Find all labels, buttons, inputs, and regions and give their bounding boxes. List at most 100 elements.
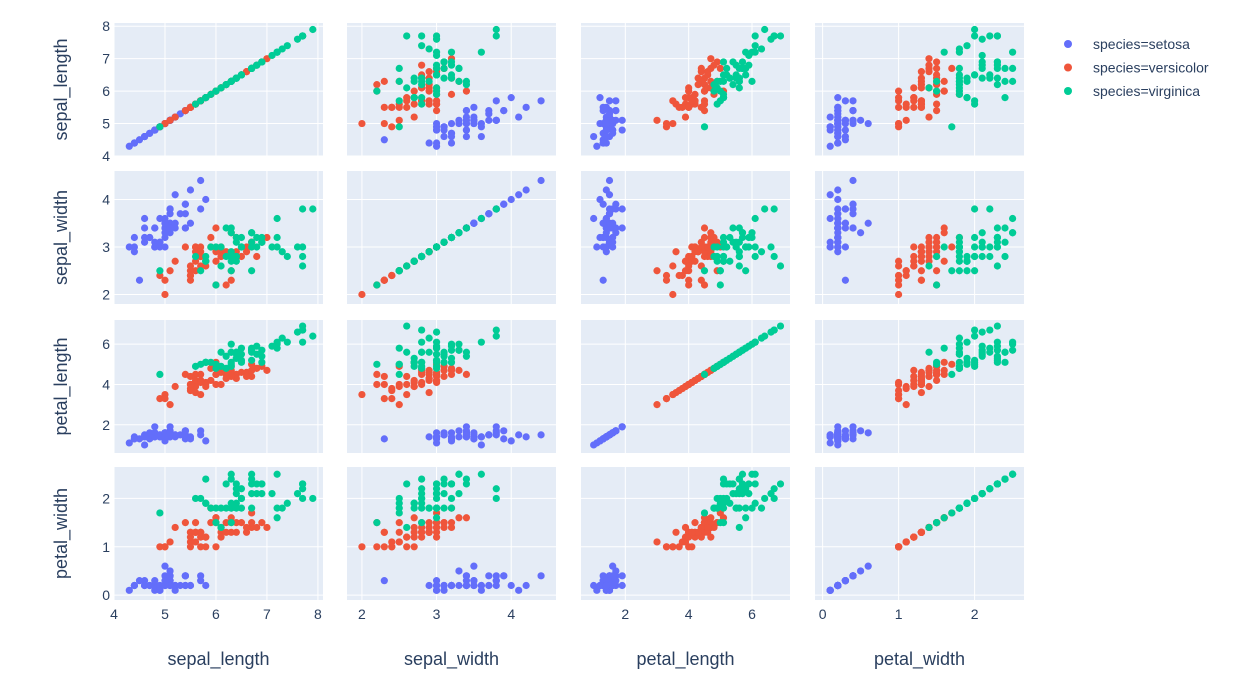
data-point [455, 346, 463, 354]
data-point [447, 48, 456, 56]
data-point [418, 348, 426, 356]
data-point [986, 348, 994, 356]
data-point [986, 252, 994, 261]
data-point [395, 97, 403, 105]
data-point [507, 581, 515, 590]
data-point [925, 262, 933, 270]
data-point [273, 243, 281, 251]
data-point [227, 499, 235, 507]
data-point [834, 132, 842, 141]
data-point [895, 290, 903, 299]
data-point [933, 519, 941, 527]
panel-sepal_width-vs-petal_width [815, 171, 1024, 304]
data-point [955, 74, 964, 82]
data-point [440, 58, 448, 66]
data-point [726, 257, 734, 265]
data-point [492, 32, 500, 40]
data-point [971, 252, 979, 261]
data-point [258, 519, 266, 527]
data-point [176, 431, 184, 439]
data-point [719, 90, 728, 98]
data-point [485, 572, 493, 580]
data-point [258, 58, 266, 66]
series-points-species-virginica [373, 205, 500, 289]
data-point [1001, 358, 1009, 366]
y-tick-label: 4 [102, 192, 110, 208]
data-point [258, 358, 266, 366]
data-point [358, 543, 366, 551]
data-point [492, 205, 500, 213]
data-point [662, 119, 671, 128]
data-point [455, 229, 463, 237]
data-point [447, 90, 456, 98]
data-point [672, 248, 680, 256]
data-point [232, 528, 240, 536]
data-point [735, 523, 743, 532]
data-point [217, 533, 225, 541]
data-point [146, 233, 154, 242]
x-tick-label: 4 [110, 606, 118, 622]
data-point [202, 475, 210, 483]
data-point [917, 252, 926, 261]
data-point [669, 119, 677, 128]
data-point [440, 431, 448, 439]
data-point [263, 523, 271, 532]
data-point [697, 276, 705, 284]
data-point [849, 205, 857, 213]
data-point [697, 68, 705, 76]
data-point [500, 435, 508, 443]
data-point [940, 48, 948, 56]
data-point [380, 119, 388, 128]
data-point [171, 523, 179, 532]
data-point [834, 433, 842, 441]
data-point [425, 348, 433, 356]
data-point [440, 581, 448, 590]
data-point [910, 376, 918, 385]
data-point [1001, 94, 1009, 102]
data-point [425, 504, 433, 512]
data-point [618, 423, 626, 431]
data-point [273, 470, 281, 478]
data-point [978, 328, 986, 336]
data-point [418, 378, 426, 387]
data-point [599, 139, 607, 147]
data-point [826, 433, 834, 441]
data-point [418, 499, 426, 507]
data-point [432, 90, 441, 98]
data-point [596, 94, 604, 102]
data-point [186, 372, 195, 381]
data-point [237, 344, 246, 352]
data-point [986, 485, 994, 493]
data-point [895, 276, 903, 284]
data-point [864, 219, 872, 227]
data-point [146, 581, 154, 590]
data-point [263, 233, 271, 242]
data-point [278, 45, 286, 53]
data-point [723, 64, 731, 73]
data-point [380, 543, 388, 551]
series-points-species-setosa [380, 423, 545, 449]
data-point [1009, 64, 1017, 73]
data-point [940, 370, 948, 379]
series-points-species-virginica [925, 322, 1017, 379]
data-point [933, 106, 941, 115]
data-point [955, 340, 964, 348]
data-point [917, 68, 926, 76]
data-point [776, 322, 785, 330]
data-point [925, 382, 933, 391]
data-point [227, 340, 235, 348]
data-point [222, 224, 230, 232]
data-point [217, 262, 225, 270]
data-point [462, 132, 471, 141]
data-point [462, 514, 471, 522]
data-point [948, 360, 956, 368]
data-point [978, 252, 986, 261]
data-point [432, 71, 441, 79]
data-point [500, 200, 508, 208]
data-point [425, 97, 433, 105]
data-point [910, 243, 918, 251]
data-point [418, 100, 426, 108]
x-axis-title: sepal_length [167, 649, 269, 670]
data-point [440, 64, 448, 73]
